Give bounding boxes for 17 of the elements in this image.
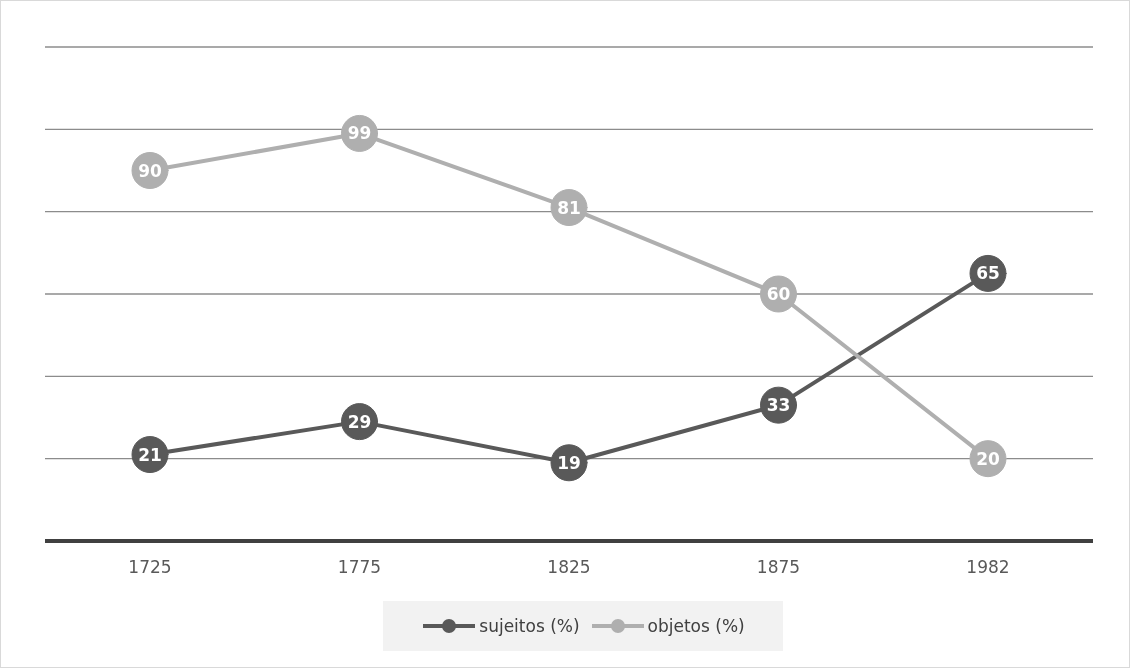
data-label: 21 xyxy=(138,444,162,465)
data-label: 29 xyxy=(347,411,372,432)
data-label: 65 xyxy=(976,263,1000,284)
x-tick-label: 1875 xyxy=(756,557,801,578)
data-label: 99 xyxy=(347,123,372,144)
x-tick-label: 1825 xyxy=(547,557,591,578)
x-tick-label: 1775 xyxy=(337,557,382,578)
data-label: 81 xyxy=(557,197,581,218)
data-label: 60 xyxy=(766,284,791,305)
data-label: 90 xyxy=(138,160,162,181)
data-label: 20 xyxy=(976,448,1000,469)
legend-label: objetos (%) xyxy=(647,616,745,636)
x-tick-label: 1725 xyxy=(128,557,172,578)
data-label: 33 xyxy=(766,395,791,416)
data-label: 19 xyxy=(557,452,581,473)
x-tick-label: 1982 xyxy=(966,557,1010,578)
legend-label: sujeitos (%) xyxy=(479,616,580,636)
